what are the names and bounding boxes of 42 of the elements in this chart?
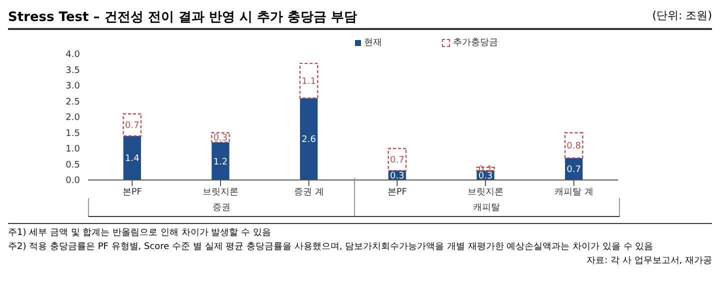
data-label: 1.2 <box>213 157 228 168</box>
y-tick-label: 2.5 <box>66 97 80 108</box>
y-tick-label: 3.5 <box>66 66 80 76</box>
data-label: 2.6 <box>302 135 316 146</box>
bar <box>388 148 407 172</box>
x-tick-label: 캐피탈 계 <box>554 187 594 198</box>
x-tick-label: 본PF <box>387 187 407 198</box>
chart-title: Stress Test – 건전성 전이 결과 반영 시 추가 충당금 부담 <box>8 9 357 26</box>
data-label: 0.7 <box>566 165 581 176</box>
y-tick-label: 2.0 <box>66 113 80 124</box>
x-tick-label: 증권 계 <box>294 187 324 198</box>
bar <box>212 142 230 180</box>
x-tick-label: 본PF <box>122 187 142 198</box>
y-tick-label: 0.5 <box>66 160 80 170</box>
data-label: 0.8 <box>566 142 582 152</box>
bar <box>300 98 318 180</box>
x-tick-label: 브릿지론 <box>202 187 238 198</box>
text: 자료: 각 사 업무보고서, 재가공 <box>586 255 712 268</box>
data-label: 0.7 <box>125 121 140 132</box>
y-tick-label: 4.0 <box>66 50 80 60</box>
bar <box>564 132 584 159</box>
text: 캐피탈 <box>473 202 500 214</box>
legend-label: 현재 <box>363 37 382 49</box>
y-tick-label: 3.0 <box>66 82 80 92</box>
x-tick-label: 브릿지론 <box>468 187 504 198</box>
text: 주2) 적용 충당금률은 PF 유형별, Score 수준 별 실제 평균 충당금률을 사용했으며, 담보가치회수가능가액을 개별 재평가한 예상손실액과는 차이가 있을 수 있음 <box>8 241 654 254</box>
text: 증권 <box>212 202 230 214</box>
data-label: 0.7 <box>390 156 404 166</box>
y-tick-label: 0.0 <box>66 176 80 186</box>
bar <box>299 62 318 99</box>
data-label: 1.1 <box>302 76 316 87</box>
legend-label: 추가충당금 <box>452 37 498 49</box>
text: (단위: 조원) <box>652 8 712 24</box>
bar <box>122 113 142 136</box>
bar <box>123 136 141 180</box>
data-label: 0.3 <box>213 134 228 144</box>
data-label: 0.3 <box>478 171 493 182</box>
text: 주1) 세부 금액 및 합계는 반올림으로 인해 차이가 발생할 수 있음 <box>8 227 272 240</box>
y-tick-label: 1.5 <box>66 128 80 139</box>
y-tick-label: 1.0 <box>66 144 80 155</box>
data-label: 0.3 <box>390 171 404 182</box>
data-label: 1.4 <box>125 154 140 164</box>
